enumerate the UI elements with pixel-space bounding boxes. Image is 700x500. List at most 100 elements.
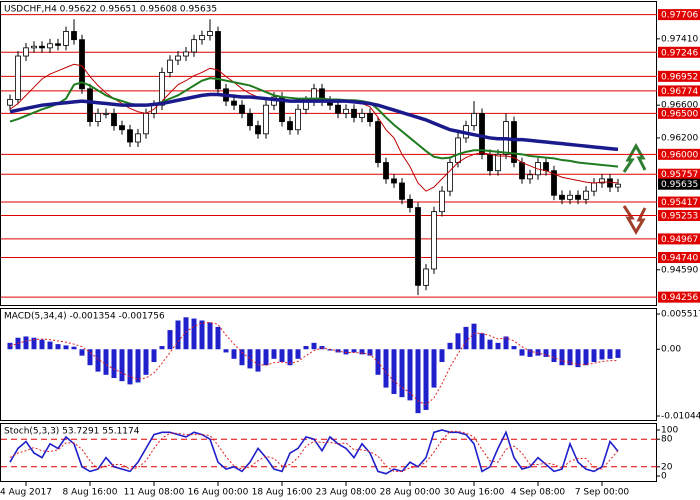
macd-bar — [311, 342, 317, 350]
candle-body — [255, 125, 261, 135]
level-label: 0.97246 — [661, 48, 698, 58]
y-tick-label: 100 — [661, 426, 678, 436]
macd-bar — [159, 346, 165, 350]
candle-body — [471, 112, 477, 127]
y-tick-label: 0.97410 — [661, 34, 698, 44]
macd-bar — [407, 349, 413, 401]
macd-bar — [455, 333, 461, 350]
y-tick-label: 20 — [661, 462, 673, 472]
level-label-box — [658, 70, 700, 82]
candle-body — [431, 211, 437, 270]
macd-bar — [199, 320, 205, 350]
candle-body — [615, 183, 621, 188]
macd-bar — [359, 349, 365, 355]
macd-title: MACD(5,34,4) -0.001354 -0.001756 — [4, 312, 165, 322]
macd-bar — [231, 349, 237, 359]
x-tick-label: 8 Aug 16:00 — [63, 488, 118, 498]
candle-body — [527, 174, 533, 180]
candle-body — [391, 178, 397, 184]
x-tick-label: 11 Aug 08:00 — [124, 488, 185, 498]
level-label: 0.96500 — [661, 109, 698, 119]
candle-body — [167, 59, 173, 73]
candle-body — [183, 51, 189, 57]
macd-bar — [39, 339, 45, 350]
candle-body — [71, 31, 77, 41]
macd-bar — [47, 341, 53, 350]
level-label-box — [658, 9, 700, 21]
macd-bar — [503, 336, 509, 350]
main-panel — [0, 1, 657, 306]
macd-bar — [23, 336, 29, 350]
macd-bar — [607, 349, 613, 359]
level-label: 0.95253 — [661, 211, 698, 221]
sell-arrow — [622, 205, 647, 235]
macd-bar — [479, 333, 485, 350]
candle-body — [215, 31, 221, 90]
level-label: 0.95757 — [661, 170, 698, 180]
candle-body — [607, 178, 613, 188]
macd-bar — [543, 349, 549, 357]
macd-bar — [255, 349, 261, 372]
macd-bar — [151, 349, 157, 363]
candle-body — [199, 35, 205, 41]
candle-body — [7, 99, 13, 106]
stoch-title: Stoch(5,3,3) 53.7291 55.1174 — [4, 427, 140, 437]
candle-body — [559, 194, 565, 200]
candle-body — [487, 153, 493, 172]
macd-bar — [239, 349, 245, 366]
macd-bar — [271, 349, 277, 359]
moving-average — [9, 77, 619, 168]
candle-body — [367, 112, 373, 122]
macd-bar — [367, 349, 373, 356]
macd-bar — [95, 349, 101, 372]
candle-body — [143, 112, 149, 135]
macd-bar — [143, 349, 149, 375]
macd-bar — [55, 344, 61, 350]
candle-body — [543, 162, 549, 172]
level-label-box — [658, 209, 700, 221]
macd-bar — [599, 349, 605, 360]
candle-body — [191, 39, 197, 53]
level-label: 0.94740 — [661, 254, 698, 264]
main-title: USDCHF,H4 0.95622 0.95651 0.95608 0.9563… — [4, 5, 217, 15]
candle-body — [455, 137, 461, 163]
candle-body — [407, 198, 413, 208]
candle-body — [479, 112, 485, 155]
macd-bar — [111, 349, 117, 378]
level-label: 0.96774 — [661, 87, 698, 97]
y-tick-label: 0.96600 — [661, 101, 698, 111]
candle-body — [175, 55, 181, 61]
moving-average — [9, 92, 619, 152]
macd-signal — [9, 321, 619, 406]
x-tick-label: 4 Sep 08:00 — [511, 488, 566, 498]
x-tick-label: 16 Aug 00:00 — [188, 488, 249, 498]
level-label-box — [658, 291, 700, 303]
candle-body — [231, 100, 237, 106]
macd-bar — [247, 349, 253, 369]
x-tick-label: 7 Sep 00:00 — [575, 488, 630, 498]
macd-bar — [495, 342, 501, 350]
macd-bar — [79, 349, 85, 356]
macd-bar — [463, 326, 469, 350]
y-tick-label: 80 — [661, 435, 673, 445]
level-label: 0.95417 — [661, 198, 698, 208]
macd-bar — [527, 349, 533, 357]
macd-bar — [327, 349, 333, 351]
candle-body — [575, 194, 581, 200]
x-tick-label: 4 Aug 2017 — [0, 488, 52, 498]
level-label: 0.96952 — [661, 72, 698, 82]
macd-bar — [167, 330, 173, 350]
candle-body — [119, 125, 125, 131]
candle-body — [239, 104, 245, 114]
y-tick-label: -0.010448 — [661, 412, 700, 422]
macd-bar — [511, 346, 517, 350]
macd-bar — [207, 322, 213, 350]
y-tick-label: 0.94590 — [661, 265, 698, 275]
candle-body — [135, 133, 141, 143]
candle-body — [31, 45, 37, 49]
candle-body — [359, 112, 365, 118]
macd-bar — [279, 349, 285, 363]
macd-bar — [63, 345, 69, 350]
candle-body — [351, 108, 357, 118]
